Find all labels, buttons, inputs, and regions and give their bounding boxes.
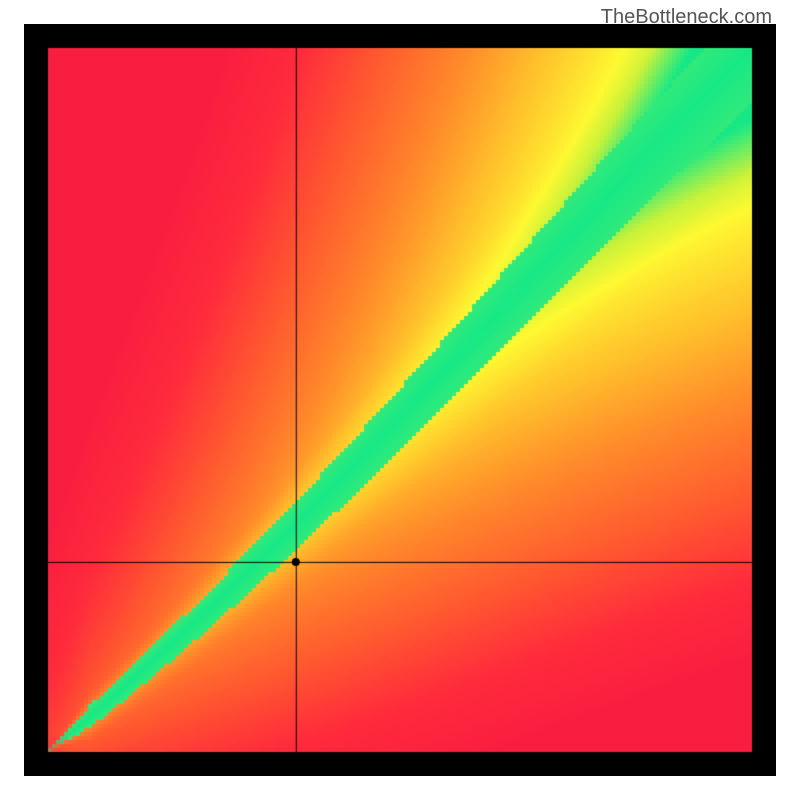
watermark-text: TheBottleneck.com bbox=[601, 6, 772, 29]
crosshair-overlay bbox=[24, 24, 776, 776]
heatmap-frame bbox=[24, 24, 776, 776]
